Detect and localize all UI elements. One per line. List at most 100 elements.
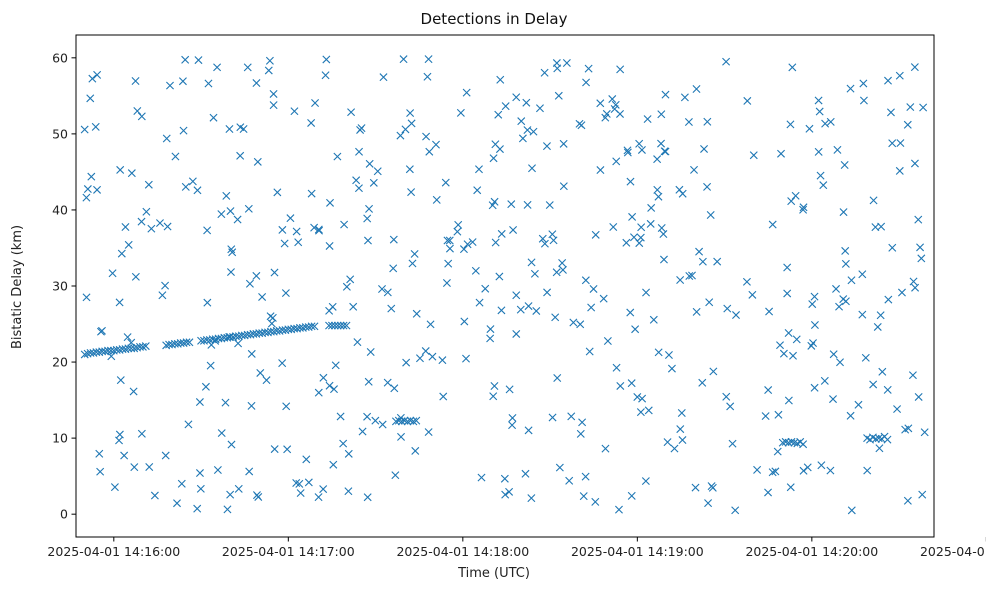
detection-point (703, 182, 712, 191)
detection-point (409, 417, 418, 426)
detection-point (529, 127, 538, 136)
detection-point (859, 79, 868, 88)
detection-point (816, 171, 825, 180)
detection-point (321, 71, 330, 80)
detection-point (877, 222, 886, 231)
detection-point (512, 329, 521, 338)
detection-point (390, 384, 399, 393)
detection-point (501, 490, 510, 499)
scatter-markers (80, 55, 929, 515)
detection-point (295, 479, 304, 488)
detection-point (269, 89, 278, 98)
detection-point (657, 139, 666, 148)
detection-point (426, 320, 435, 329)
detection-point (505, 385, 514, 394)
detection-point (731, 506, 740, 515)
x-tick-label: 2025-04-01 14:21:00 (920, 544, 986, 559)
detection-point (608, 95, 617, 104)
detection-point (245, 279, 254, 288)
detection-point (278, 359, 287, 368)
detection-point (895, 71, 904, 80)
detection-point (527, 494, 536, 503)
detection-point (713, 257, 722, 266)
detection-point (676, 276, 685, 284)
detection-point (121, 223, 130, 231)
x-tick-label: 2025-04-01 14:18:00 (396, 544, 529, 559)
detection-point (150, 491, 159, 500)
detection-point (508, 413, 517, 422)
detection-point (616, 109, 625, 118)
x-axis-label: Time (UTC) (457, 566, 530, 581)
detection-point (439, 392, 448, 401)
detection-point (722, 392, 731, 401)
detection-point (695, 247, 704, 256)
detection-point (330, 321, 339, 330)
detection-point (722, 57, 731, 66)
detection-point (193, 504, 202, 513)
detection-point (888, 139, 897, 148)
detection-point (347, 108, 356, 117)
detection-point (616, 65, 625, 74)
detection-point (336, 321, 345, 330)
detection-point (116, 376, 125, 385)
detection-point (535, 104, 544, 113)
detection-point (791, 191, 800, 200)
detection-point (726, 402, 735, 411)
detection-point (245, 467, 254, 476)
detection-point (858, 270, 867, 279)
detection-point (635, 139, 644, 148)
detection-point (354, 184, 363, 193)
detection-point (523, 126, 532, 135)
detection-point (339, 321, 348, 330)
detection-point (512, 291, 521, 300)
detection-point (524, 302, 533, 311)
detection-point (234, 484, 243, 493)
detection-point (438, 356, 447, 365)
detection-point (517, 117, 526, 126)
detection-point (342, 282, 351, 291)
detection-point (549, 236, 558, 245)
detection-point (116, 165, 125, 174)
detection-point (110, 483, 119, 492)
detection-point (325, 321, 334, 330)
detection-point (422, 132, 431, 141)
detection-point (314, 493, 323, 502)
detection-point (659, 230, 668, 239)
y-tick-label: 60 (52, 50, 68, 65)
detection-point (888, 243, 897, 252)
detection-point (391, 417, 400, 426)
detection-point (290, 107, 299, 116)
detection-point (459, 245, 468, 254)
detection-point (280, 239, 289, 248)
detection-point (690, 165, 699, 174)
detection-point (331, 361, 340, 370)
detection-point (432, 140, 440, 149)
detection-point (840, 161, 849, 169)
detection-point (269, 101, 278, 110)
detection-point (846, 411, 855, 420)
detection-point (532, 306, 541, 315)
detection-point (182, 338, 191, 347)
detection-point (784, 329, 793, 338)
detection-point (788, 63, 797, 72)
detection-point (859, 96, 868, 105)
detection-point (846, 84, 855, 93)
detection-point (296, 489, 305, 498)
detection-point (256, 368, 265, 377)
detection-point (411, 446, 420, 455)
detection-point (688, 271, 696, 280)
detection-point (558, 265, 567, 274)
detection-point (559, 182, 568, 191)
detection-point (847, 276, 856, 285)
detection-point (654, 192, 663, 201)
detection-point (896, 139, 905, 148)
detection-point (623, 146, 632, 155)
detection-point (660, 147, 669, 156)
detection-point (304, 478, 313, 487)
detection-point (120, 451, 129, 460)
detection-point (93, 185, 102, 194)
detection-point (424, 55, 433, 64)
detection-point (217, 429, 226, 438)
detection-point (221, 398, 230, 407)
detection-point (518, 134, 527, 143)
